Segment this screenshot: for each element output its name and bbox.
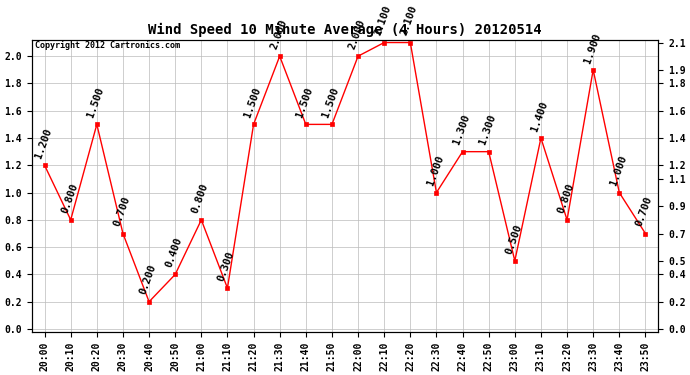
Text: 0.200: 0.200 <box>138 263 158 296</box>
Text: 1.300: 1.300 <box>477 113 497 146</box>
Text: 0.800: 0.800 <box>556 182 576 214</box>
Text: 0.800: 0.800 <box>59 182 79 214</box>
Text: 1.000: 1.000 <box>608 154 629 187</box>
Text: 2.100: 2.100 <box>373 4 393 37</box>
Text: 0.700: 0.700 <box>634 195 654 228</box>
Text: 0.700: 0.700 <box>112 195 132 228</box>
Text: 1.900: 1.900 <box>582 32 602 64</box>
Text: 1.300: 1.300 <box>451 113 471 146</box>
Text: 1.000: 1.000 <box>425 154 446 187</box>
Text: 0.300: 0.300 <box>217 250 237 282</box>
Title: Wind Speed 10 Minute Average (4 Hours) 20120514: Wind Speed 10 Minute Average (4 Hours) 2… <box>148 23 542 37</box>
Text: 0.800: 0.800 <box>190 182 210 214</box>
Text: 1.400: 1.400 <box>530 100 550 132</box>
Text: 1.500: 1.500 <box>86 86 106 119</box>
Text: 2.000: 2.000 <box>268 18 288 51</box>
Text: 0.400: 0.400 <box>164 236 184 269</box>
Text: 1.200: 1.200 <box>33 127 54 160</box>
Text: 1.500: 1.500 <box>242 86 262 119</box>
Text: 1.500: 1.500 <box>321 86 341 119</box>
Text: 1.500: 1.500 <box>295 86 315 119</box>
Text: Copyright 2012 Cartronics.com: Copyright 2012 Cartronics.com <box>34 41 179 50</box>
Text: 2.100: 2.100 <box>400 4 420 37</box>
Text: 0.500: 0.500 <box>504 222 524 255</box>
Text: 2.000: 2.000 <box>347 18 367 51</box>
